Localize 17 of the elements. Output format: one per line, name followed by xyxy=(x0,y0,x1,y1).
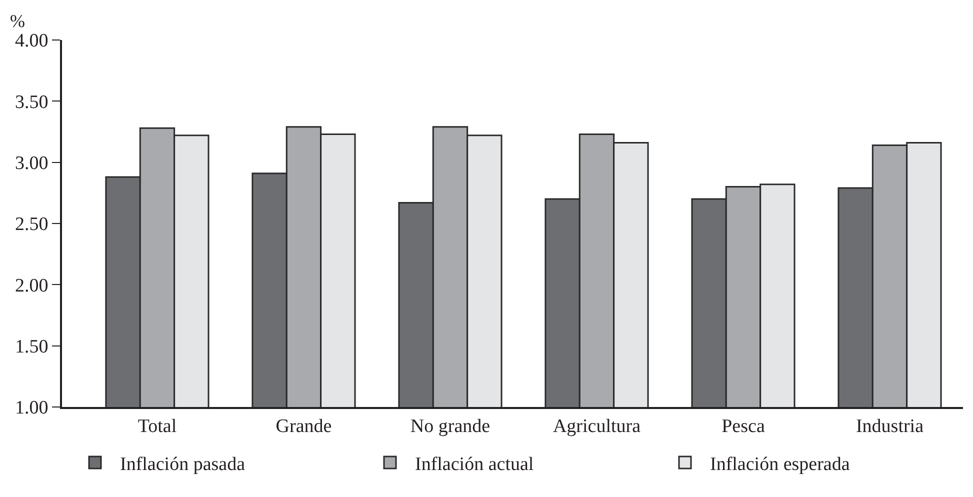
x-tick-label: Grande xyxy=(276,416,332,437)
legend-label: Inflación actual xyxy=(415,454,534,475)
x-tick-label: Pesca xyxy=(722,416,766,437)
y-tick-label: 2.00 xyxy=(14,275,48,296)
y-tick-label: 3.00 xyxy=(14,152,48,174)
x-tick-label: Agricultura xyxy=(552,416,642,437)
x-tick-label: No grande xyxy=(410,416,490,437)
y-tick-label: 2.50 xyxy=(14,214,48,236)
x-tick-label: Industria xyxy=(856,416,924,437)
y-axis-title: % xyxy=(10,11,25,31)
legend-label: Inflación pasada xyxy=(120,454,246,475)
y-tick-label: 1.00 xyxy=(14,398,48,419)
x-tick-label: Total xyxy=(138,416,177,437)
y-tick-label: 3.50 xyxy=(14,92,48,113)
legend-label: Inflación esperada xyxy=(710,454,850,475)
y-tick-label: 1.50 xyxy=(14,336,48,358)
y-tick-label: 4.00 xyxy=(14,30,48,52)
